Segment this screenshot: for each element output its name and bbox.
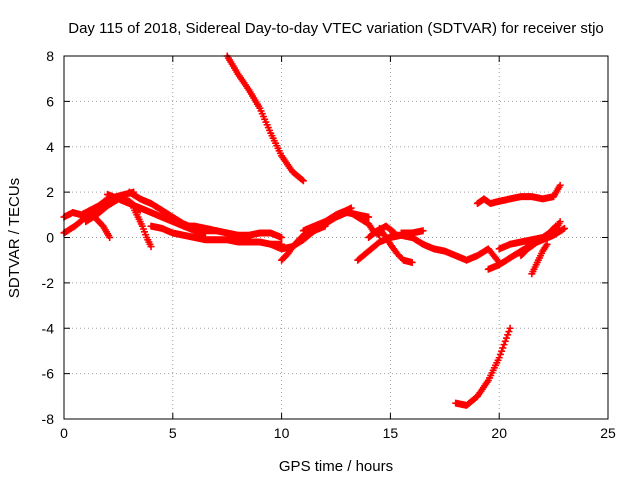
data-point [419,227,427,235]
x-tick-label: 25 [600,425,616,441]
data-point [504,331,512,339]
data-point [278,234,286,241]
x-tick-label: 15 [383,425,399,441]
data-point [498,347,506,355]
series-track-10 [223,52,307,185]
x-tick-label: 0 [60,425,68,441]
series-track-24 [517,222,560,260]
series-track-07 [130,204,155,251]
axis-ticks: 0 5 10 15 20 25 -8 -6 -4 -2 0 2 4 6 8 [42,48,616,441]
x-axis-label: GPS time / hours [279,458,393,475]
data-point [556,181,564,189]
data-point [102,196,110,204]
series-track-06 [86,209,114,241]
data-point [495,354,503,362]
series-track-21 [473,181,564,207]
series-track-14 [343,206,384,239]
y-tick-label: -4 [42,320,55,336]
y-tick-label: 0 [46,230,54,246]
series-track-09 [180,222,286,241]
data-point [501,337,509,345]
data-point [551,223,559,231]
data-point [560,224,568,232]
data-point [298,176,306,184]
data-point [499,344,507,352]
series-track-19 [397,227,427,237]
data-point [556,218,564,226]
data-point [505,328,513,336]
data-point [500,341,508,349]
data-point [552,222,560,230]
series-track-02 [60,195,112,221]
data-point [106,234,114,241]
data-point [147,243,155,251]
data-point [299,177,307,185]
y-tick-label: -6 [42,366,55,382]
series-track-25 [528,240,551,278]
data-point [502,334,510,342]
data-point [496,350,504,358]
y-axis-label: SDTVAR / TECUs [6,178,23,298]
y-tick-label: 6 [46,93,54,109]
grid-lines [64,56,608,419]
x-tick-label: 20 [491,425,507,441]
y-tick-label: 4 [46,139,54,155]
data-point [408,258,416,266]
series-track-20 [452,324,514,409]
y-tick-label: 8 [46,48,54,64]
data-points [60,52,568,409]
plot-frame [63,55,609,420]
y-tick-label: 2 [46,184,54,200]
x-tick-label: 5 [169,425,177,441]
x-tick-label: 10 [274,425,290,441]
data-point [506,324,514,332]
data-point [543,240,551,248]
data-point [365,213,373,221]
series-track-17 [365,222,399,241]
y-tick-label: -8 [42,411,55,427]
chart-title: Day 115 of 2018, Sidereal Day-to-day VTE… [68,20,604,37]
y-tick-label: -2 [42,275,55,291]
